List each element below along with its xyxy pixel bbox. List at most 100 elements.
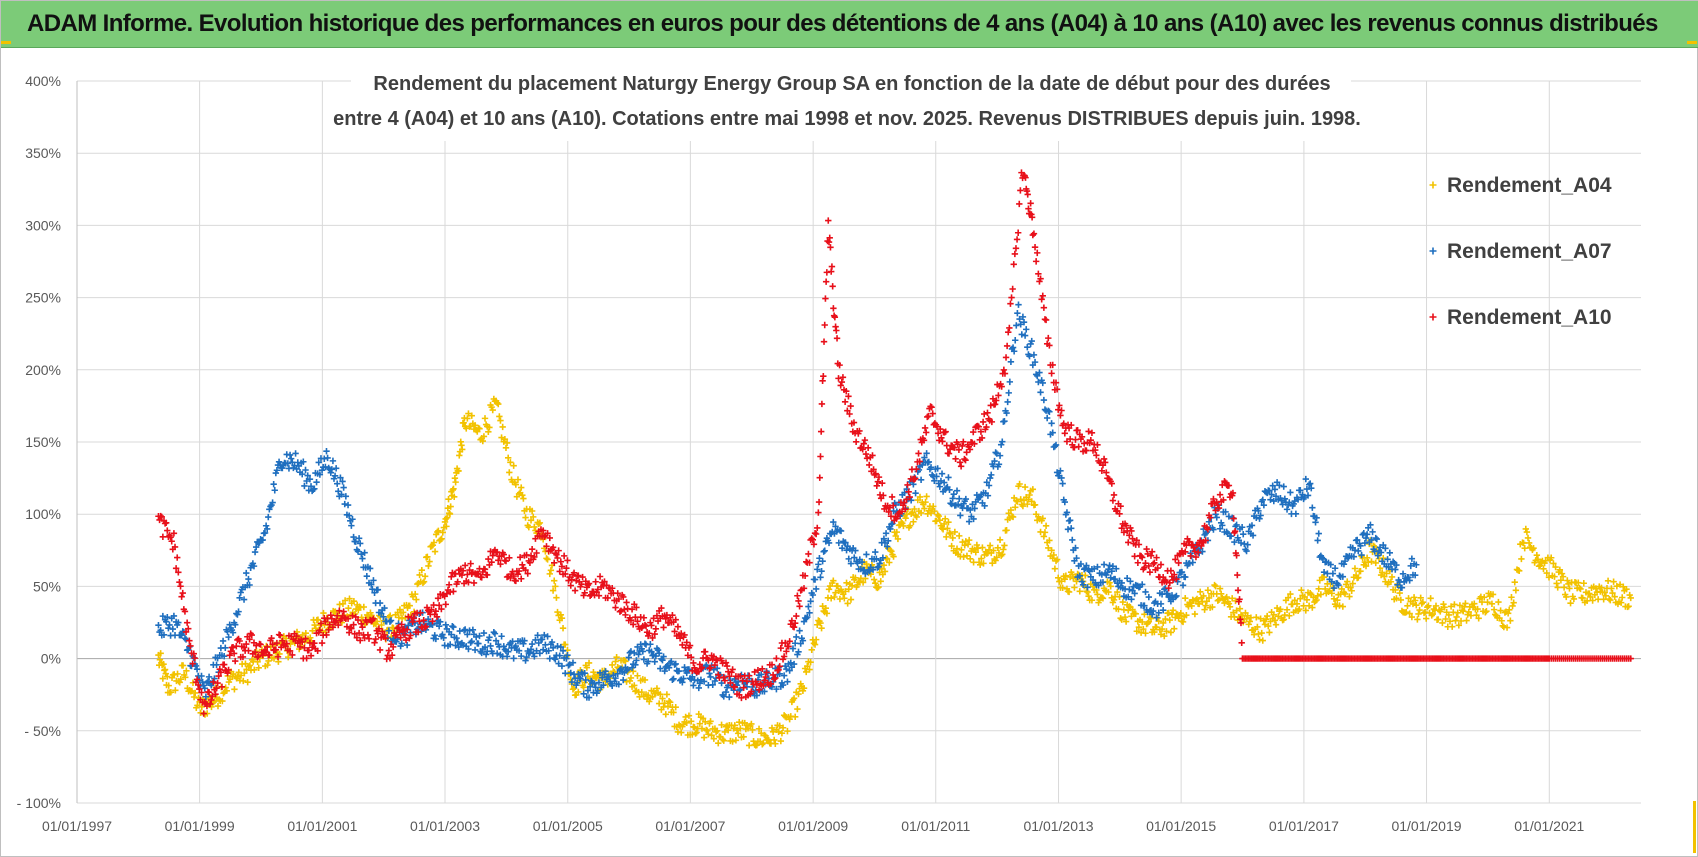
data-point — [560, 552, 568, 560]
data-point — [323, 447, 330, 455]
data-point — [1330, 595, 1338, 602]
data-point — [1139, 618, 1146, 626]
data-point — [1154, 564, 1161, 572]
data-point — [882, 530, 890, 537]
data-point — [279, 464, 286, 472]
data-point — [1429, 247, 1437, 255]
data-point — [467, 560, 474, 567]
data-point — [617, 607, 625, 615]
data-point — [779, 681, 787, 689]
data-point — [996, 452, 1004, 459]
data-point — [841, 398, 849, 405]
data-point — [760, 682, 767, 690]
data-point — [1392, 566, 1399, 573]
data-point — [1030, 351, 1038, 359]
data-point — [809, 536, 817, 543]
data-point — [1238, 639, 1245, 647]
data-point — [476, 632, 483, 640]
data-point — [340, 484, 347, 491]
data-point — [1616, 581, 1624, 588]
data-point — [374, 586, 382, 593]
data-point — [478, 649, 485, 657]
data-point — [1376, 544, 1384, 551]
data-point — [1225, 513, 1233, 520]
x-tick-label: 01/01/2013 — [1023, 818, 1093, 834]
data-point — [647, 641, 654, 648]
data-point — [835, 375, 842, 382]
data-point — [223, 687, 230, 694]
data-point — [528, 640, 536, 648]
data-point — [1042, 316, 1050, 324]
data-point — [1021, 483, 1029, 491]
data-point — [192, 662, 200, 670]
data-point — [934, 430, 942, 437]
data-point — [317, 620, 325, 627]
data-point — [1190, 544, 1198, 552]
data-point — [611, 668, 618, 676]
data-point — [392, 632, 399, 639]
data-point — [748, 720, 755, 728]
data-point — [1575, 579, 1582, 586]
data-point — [1195, 600, 1203, 608]
data-point — [681, 664, 688, 671]
data-point — [839, 374, 847, 381]
data-point — [821, 321, 828, 329]
data-point — [769, 728, 777, 736]
data-point — [905, 488, 912, 496]
data-point — [1237, 539, 1245, 547]
data-point — [1339, 603, 1347, 610]
data-point — [431, 548, 439, 555]
data-point — [293, 632, 300, 640]
data-point — [335, 621, 342, 629]
data-point — [1536, 562, 1544, 569]
data-point — [467, 639, 474, 646]
data-point — [500, 551, 507, 558]
data-point — [906, 522, 914, 529]
data-point — [1128, 527, 1135, 535]
data-point — [374, 630, 382, 637]
data-point — [214, 702, 222, 710]
data-point — [708, 732, 715, 739]
data-point — [458, 571, 466, 579]
data-point — [320, 609, 327, 617]
data-point — [700, 678, 708, 685]
data-point — [1001, 370, 1009, 377]
data-point — [1495, 598, 1502, 606]
data-point — [502, 557, 510, 565]
data-point — [859, 446, 866, 453]
chart-title-background — [351, 67, 1351, 141]
data-point — [345, 512, 353, 519]
data-point — [1374, 552, 1382, 559]
data-point — [1314, 537, 1321, 544]
data-point — [300, 458, 307, 465]
data-point — [531, 553, 538, 561]
data-point — [522, 566, 529, 574]
data-point — [172, 687, 179, 694]
data-point — [439, 529, 446, 536]
data-point — [915, 450, 922, 457]
data-point — [1084, 584, 1091, 591]
data-point — [847, 596, 855, 603]
data-point — [1291, 497, 1298, 505]
page-title: ADAM Informe. Evolution historique des p… — [27, 10, 1658, 37]
data-point — [522, 657, 529, 664]
data-point — [311, 639, 318, 647]
data-point — [952, 455, 959, 463]
data-point — [1429, 181, 1437, 189]
data-point — [1005, 389, 1012, 397]
data-point — [1159, 606, 1167, 614]
y-tick-label: 100% — [25, 506, 61, 522]
data-point — [1025, 496, 1032, 503]
data-point — [518, 484, 525, 491]
data-point — [894, 513, 901, 520]
data-point — [648, 622, 655, 629]
data-point — [1029, 231, 1037, 239]
data-point — [722, 688, 730, 696]
data-point — [827, 244, 834, 251]
data-point — [1157, 561, 1165, 568]
data-point — [1201, 606, 1208, 613]
data-point — [701, 718, 709, 725]
data-point — [303, 655, 310, 662]
data-point — [366, 565, 374, 572]
data-point — [1085, 428, 1092, 435]
